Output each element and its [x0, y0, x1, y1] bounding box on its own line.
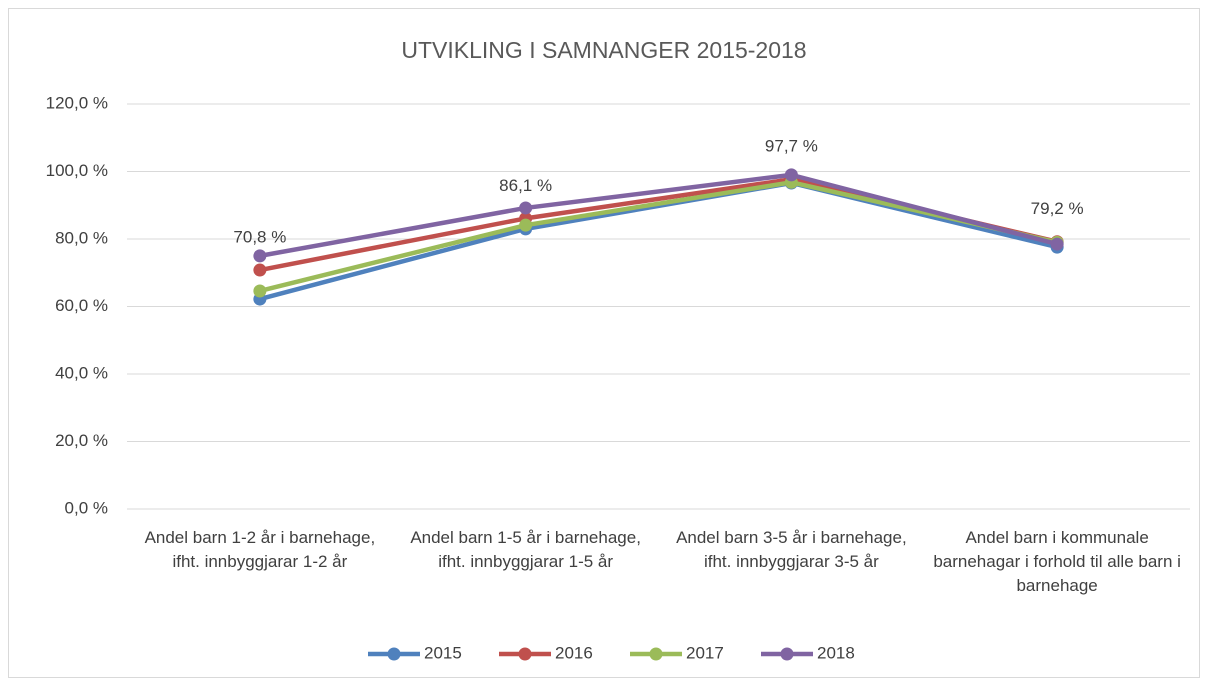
x-tick-label-box: Andel barn 3-5 år i barnehage, ifht. inn… — [676, 528, 907, 571]
x-tick-label: Andel barn 1-2 år i barnehage, ifht. inn… — [144, 528, 376, 571]
legend-marker — [780, 647, 794, 661]
legend-marker — [649, 647, 663, 661]
legend-marker — [387, 647, 401, 661]
data-point — [253, 263, 267, 277]
legend-marker — [518, 647, 532, 661]
y-tick-label: 80,0 % — [55, 228, 108, 247]
series-line — [259, 180, 1058, 294]
chart-title: UTVIKLING I SAMNANGER 2015-2018 — [401, 37, 806, 63]
legend-label: 2018 — [817, 643, 855, 662]
data-point — [1050, 237, 1064, 251]
data-label: 97,7 % — [765, 137, 818, 156]
series-line — [259, 172, 1058, 259]
x-tick-label-box: Andel barn 1-2 år i barnehage, ifht. inn… — [144, 528, 376, 571]
data-point — [519, 218, 533, 232]
data-label: 79,2 % — [1031, 199, 1084, 218]
y-tick-label: 60,0 % — [55, 296, 108, 315]
legend-label: 2016 — [555, 643, 593, 662]
y-tick-label: 0,0 % — [65, 498, 108, 517]
chart-border — [8, 8, 1200, 678]
data-point — [253, 249, 267, 263]
y-tick-label: 20,0 % — [55, 431, 108, 450]
data-point — [519, 201, 533, 215]
data-label: 86,1 % — [499, 176, 552, 195]
legend-label: 2015 — [424, 643, 462, 662]
data-label: 70,8 % — [233, 228, 286, 247]
y-tick-label: 40,0 % — [55, 363, 108, 382]
y-tick-label: 100,0 % — [46, 161, 108, 180]
data-point — [784, 168, 798, 182]
x-tick-label: Andel barn 1-5 år i barnehage, ifht. inn… — [410, 528, 641, 571]
x-tick-label-box: Andel barn i kommunale barnehagar i forh… — [933, 528, 1181, 595]
legend-label: 2017 — [686, 643, 724, 662]
y-tick-label: 120,0 % — [46, 93, 108, 112]
x-tick-label: Andel barn i kommunale barnehagar i forh… — [933, 528, 1181, 595]
x-tick-label-box: Andel barn 1-5 år i barnehage, ifht. inn… — [410, 528, 641, 571]
data-point — [253, 284, 267, 298]
x-tick-label: Andel barn 3-5 år i barnehage, ifht. inn… — [676, 528, 907, 571]
